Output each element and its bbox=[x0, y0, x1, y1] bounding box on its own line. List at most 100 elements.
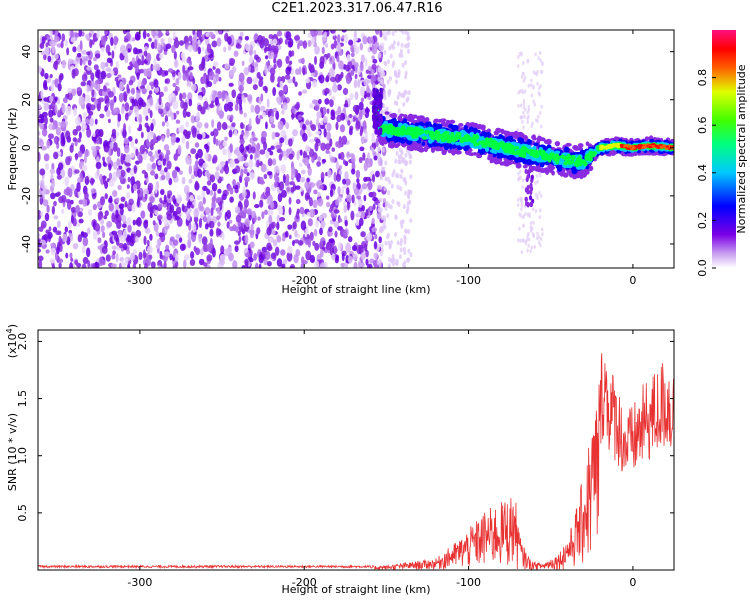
noise-blob bbox=[150, 83, 154, 90]
noise-blob bbox=[70, 214, 74, 224]
noise-blob bbox=[286, 251, 293, 262]
noise-blob bbox=[212, 128, 219, 137]
noise-blob bbox=[229, 143, 233, 153]
noise-blob bbox=[323, 128, 327, 138]
noise-blob bbox=[144, 262, 148, 268]
noise-blob bbox=[107, 118, 111, 124]
noise-blob bbox=[285, 122, 290, 130]
noise-blob bbox=[51, 179, 56, 189]
noise-blob bbox=[151, 162, 157, 170]
noise-blob bbox=[402, 157, 406, 163]
noise-blob bbox=[359, 146, 365, 152]
noise-blob bbox=[144, 46, 149, 51]
noise-blob bbox=[252, 137, 258, 142]
noise-blob bbox=[304, 145, 311, 153]
noise-blob bbox=[387, 203, 391, 209]
noise-blob bbox=[228, 219, 233, 224]
noise-blob bbox=[140, 131, 144, 139]
noise-blob bbox=[109, 195, 113, 203]
noise-blob bbox=[344, 33, 349, 44]
noise-blob bbox=[81, 263, 87, 268]
noise-blob bbox=[202, 162, 208, 169]
noise-blob bbox=[366, 232, 373, 242]
noise-blob bbox=[256, 142, 261, 151]
noise-blob bbox=[355, 218, 360, 226]
noise-blob bbox=[38, 248, 42, 254]
noise-blob bbox=[276, 214, 281, 223]
noise-blob bbox=[38, 152, 41, 162]
noise-blob bbox=[190, 251, 195, 259]
noise-blob bbox=[124, 30, 131, 33]
signal-blob bbox=[432, 141, 437, 147]
noise-blob bbox=[215, 138, 219, 147]
noise-blob bbox=[527, 104, 530, 109]
noise-blob bbox=[124, 200, 128, 208]
noise-blob bbox=[38, 255, 44, 262]
signal-blob bbox=[436, 118, 444, 123]
noise-blob bbox=[232, 224, 237, 232]
noise-blob bbox=[146, 102, 150, 107]
noise-blob bbox=[147, 245, 153, 254]
noise-blob bbox=[165, 244, 170, 251]
noise-blob bbox=[172, 250, 176, 258]
noise-blob bbox=[521, 178, 525, 183]
noise-blob bbox=[300, 220, 307, 231]
noise-blob bbox=[398, 254, 402, 260]
noise-blob bbox=[97, 201, 101, 208]
signal-blob bbox=[455, 150, 462, 155]
noise-blob bbox=[228, 129, 233, 138]
noise-blob bbox=[532, 99, 535, 104]
noise-blob bbox=[293, 239, 300, 244]
noise-blob bbox=[234, 148, 239, 155]
noise-blob bbox=[70, 257, 74, 262]
noise-blob bbox=[268, 33, 274, 40]
noise-blob bbox=[158, 154, 163, 162]
noise-blob bbox=[110, 263, 117, 268]
noise-blob bbox=[399, 220, 403, 226]
noise-blob bbox=[182, 64, 186, 75]
noise-blob bbox=[265, 250, 271, 261]
noise-blob bbox=[121, 223, 127, 229]
noise-blob bbox=[320, 124, 326, 130]
noise-blob bbox=[380, 215, 384, 221]
noise-blob bbox=[517, 171, 520, 176]
noise-blob bbox=[108, 179, 115, 187]
noise-blob bbox=[206, 43, 212, 54]
noise-blob bbox=[157, 159, 162, 166]
signal-blob bbox=[517, 156, 524, 163]
noise-blob bbox=[378, 44, 382, 50]
noise-blob bbox=[330, 156, 336, 163]
noise-blob bbox=[187, 44, 193, 52]
noise-blob bbox=[167, 193, 171, 199]
noise-blob bbox=[306, 211, 311, 217]
noise-blob bbox=[98, 256, 104, 267]
noise-blob bbox=[212, 94, 216, 100]
noise-blob bbox=[359, 129, 363, 137]
noise-blob bbox=[41, 36, 46, 45]
noise-blob bbox=[534, 209, 538, 214]
noise-blob bbox=[399, 247, 403, 253]
noise-blob bbox=[182, 72, 187, 82]
noise-blob bbox=[378, 236, 382, 244]
noise-blob bbox=[90, 188, 97, 194]
noise-blob bbox=[319, 55, 325, 65]
noise-blob bbox=[516, 198, 520, 203]
noise-blob bbox=[362, 35, 368, 45]
noise-blob bbox=[519, 115, 523, 120]
noise-blob bbox=[204, 122, 209, 129]
signal-blob bbox=[529, 189, 533, 195]
noise-blob bbox=[56, 174, 62, 180]
noise-blob bbox=[145, 176, 149, 184]
noise-blob bbox=[338, 218, 343, 223]
noise-blob bbox=[90, 177, 94, 186]
noise-blob bbox=[360, 97, 365, 103]
signal-blob bbox=[487, 156, 492, 161]
noise-blob bbox=[40, 239, 47, 246]
noise-blob bbox=[274, 165, 280, 175]
noise-blob bbox=[365, 249, 369, 258]
signal-blob bbox=[473, 151, 477, 156]
noise-blob bbox=[138, 48, 143, 54]
noise-blob bbox=[105, 44, 111, 54]
noise-blob bbox=[403, 250, 407, 256]
noise-blob bbox=[537, 56, 540, 61]
